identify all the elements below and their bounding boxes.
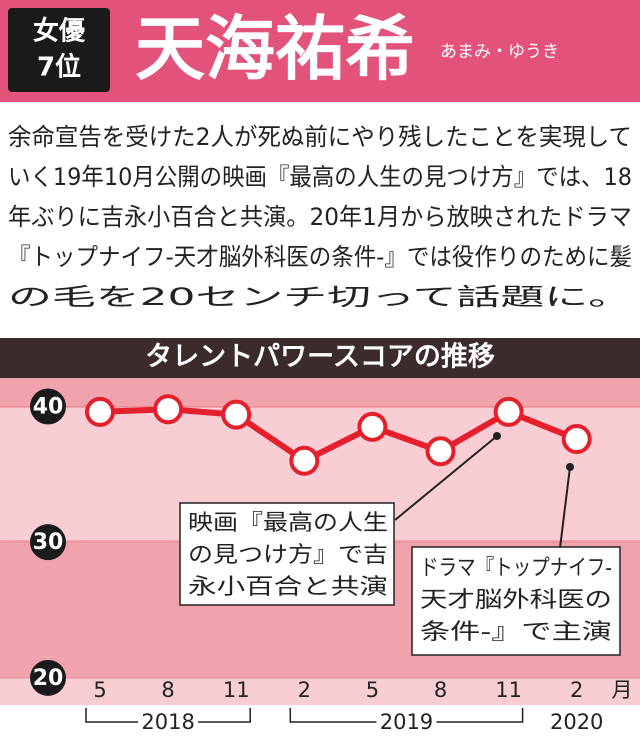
y-tick-marker	[30, 388, 66, 425]
annotation-box	[411, 546, 621, 656]
annotation-text: 永小百合と共演	[188, 575, 388, 600]
annotation-box	[179, 502, 395, 606]
body-line: いく19年10月公開の映画『最高の人生の見つけ方』では、18	[8, 163, 632, 191]
y-tick-label: 20	[33, 666, 64, 691]
annotation-text: の見つけ方』で吉	[188, 543, 388, 568]
rank-label: 7位	[37, 52, 81, 83]
annotation-text: 天才脳外科医の	[420, 588, 612, 613]
body-line: 年ぶりに吉永小百合と共演。20年1月から放映されたドラマ	[8, 203, 632, 231]
rank-box	[8, 8, 110, 92]
annotation-text: ドラマ『トップナイフ-	[420, 556, 612, 581]
annotation-dot	[493, 432, 501, 440]
data-point	[561, 424, 592, 455]
data-point	[289, 445, 320, 476]
y-tick-label: 40	[33, 394, 64, 419]
x-tick-label: 2	[298, 678, 311, 702]
data-point	[357, 411, 388, 442]
annotation-pointer	[394, 435, 498, 521]
annotation-text: 条件-』で主演	[420, 620, 612, 645]
name-reading: あまみ・ゆうき	[440, 42, 559, 62]
body-line: 余命宣告を受けた2人が死ぬ前にやり残したことを実現して	[8, 123, 632, 151]
data-point	[153, 394, 184, 425]
annotation-pointer	[559, 466, 571, 549]
name-title: 天海祐希	[135, 7, 415, 90]
data-point	[85, 396, 115, 427]
plot-band	[0, 678, 640, 705]
body-line: 『トップナイフ-天才脳外科医の条件-』では役作りのために髪	[8, 243, 632, 271]
year-label-bg	[376, 710, 437, 734]
chart-title-band	[0, 338, 640, 378]
x-tick-label: 11	[495, 678, 522, 702]
y-tick-marker	[30, 659, 66, 696]
data-point	[221, 399, 252, 430]
data-point	[425, 436, 456, 467]
body-line: の毛を20センチ切って話題に。	[8, 283, 632, 311]
year-label: 2019	[380, 710, 433, 734]
x-tick-label: 2	[570, 678, 583, 702]
y-tick-marker	[30, 524, 66, 561]
annotation-text: 映画『最高の人生	[188, 511, 388, 536]
x-tick-label: 8	[161, 678, 174, 702]
x-tick-label: 5	[366, 678, 379, 702]
x-unit: 月	[612, 678, 633, 702]
data-point	[493, 396, 524, 427]
annotation-dot	[566, 463, 574, 471]
year-label: 2018	[141, 710, 194, 734]
y-tick-label: 30	[33, 530, 64, 555]
year-label-bg	[138, 710, 199, 734]
x-tick-label: 8	[434, 678, 447, 702]
x-tick-label: 5	[93, 678, 106, 702]
year-label: 2020	[550, 710, 603, 734]
chart-title: タレントパワースコアの推移	[145, 342, 495, 373]
rank-label: 女優	[33, 16, 86, 47]
x-tick-label: 11	[223, 678, 250, 702]
